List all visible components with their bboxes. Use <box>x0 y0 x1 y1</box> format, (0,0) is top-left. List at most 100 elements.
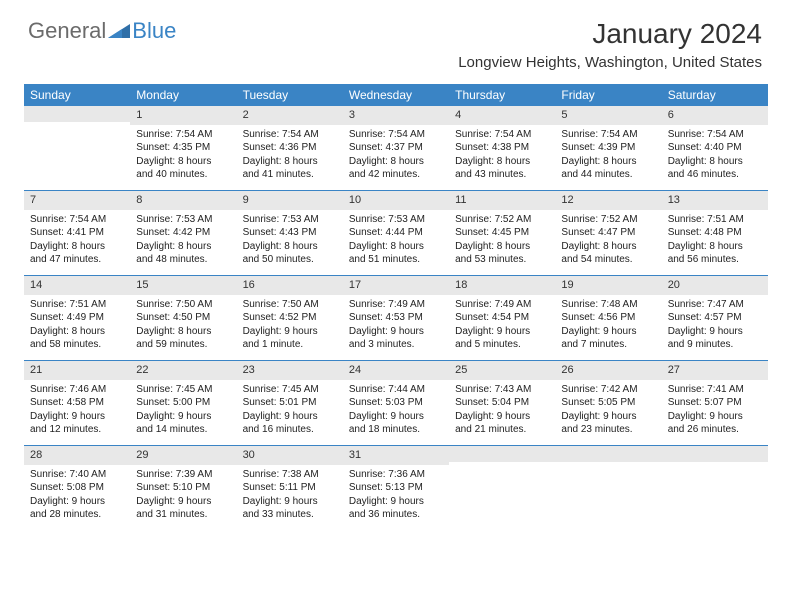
day-body: Sunrise: 7:53 AMSunset: 4:43 PMDaylight:… <box>237 210 343 273</box>
day-number: 3 <box>343 106 449 125</box>
sunrise-text: Sunrise: 7:36 AM <box>349 468 443 482</box>
daylight-text: Daylight: 8 hours and 47 minutes. <box>30 240 124 267</box>
day-body: Sunrise: 7:36 AMSunset: 5:13 PMDaylight:… <box>343 465 449 528</box>
sunset-text: Sunset: 4:42 PM <box>136 226 230 240</box>
day-number: 15 <box>130 276 236 295</box>
day-cell: 30Sunrise: 7:38 AMSunset: 5:11 PMDayligh… <box>237 446 343 530</box>
day-body: Sunrise: 7:54 AMSunset: 4:40 PMDaylight:… <box>662 125 768 188</box>
day-cell: 24Sunrise: 7:44 AMSunset: 5:03 PMDayligh… <box>343 361 449 445</box>
day-number: 29 <box>130 446 236 465</box>
day-body: Sunrise: 7:50 AMSunset: 4:50 PMDaylight:… <box>130 295 236 358</box>
day-cell: 14Sunrise: 7:51 AMSunset: 4:49 PMDayligh… <box>24 276 130 360</box>
day-cell: 1Sunrise: 7:54 AMSunset: 4:35 PMDaylight… <box>130 106 236 190</box>
day-cell: 4Sunrise: 7:54 AMSunset: 4:38 PMDaylight… <box>449 106 555 190</box>
day-cell <box>24 106 130 190</box>
daylight-text: Daylight: 9 hours and 9 minutes. <box>668 325 762 352</box>
sunrise-text: Sunrise: 7:47 AM <box>668 298 762 312</box>
daylight-text: Daylight: 8 hours and 42 minutes. <box>349 155 443 182</box>
day-cell: 9Sunrise: 7:53 AMSunset: 4:43 PMDaylight… <box>237 191 343 275</box>
daylight-text: Daylight: 9 hours and 5 minutes. <box>455 325 549 352</box>
day-body: Sunrise: 7:40 AMSunset: 5:08 PMDaylight:… <box>24 465 130 528</box>
sunrise-text: Sunrise: 7:54 AM <box>243 128 337 142</box>
daylight-text: Daylight: 9 hours and 36 minutes. <box>349 495 443 522</box>
sunrise-text: Sunrise: 7:50 AM <box>136 298 230 312</box>
day-body: Sunrise: 7:44 AMSunset: 5:03 PMDaylight:… <box>343 380 449 443</box>
brand-text-1: General <box>28 18 106 44</box>
daylight-text: Daylight: 8 hours and 56 minutes. <box>668 240 762 267</box>
sunset-text: Sunset: 5:10 PM <box>136 481 230 495</box>
sunset-text: Sunset: 4:54 PM <box>455 311 549 325</box>
day-body: Sunrise: 7:42 AMSunset: 5:05 PMDaylight:… <box>555 380 661 443</box>
sunrise-text: Sunrise: 7:43 AM <box>455 383 549 397</box>
day-cell: 29Sunrise: 7:39 AMSunset: 5:10 PMDayligh… <box>130 446 236 530</box>
sunrise-text: Sunrise: 7:54 AM <box>136 128 230 142</box>
sunrise-text: Sunrise: 7:39 AM <box>136 468 230 482</box>
sunrise-text: Sunrise: 7:49 AM <box>349 298 443 312</box>
sunrise-text: Sunrise: 7:41 AM <box>668 383 762 397</box>
day-body: Sunrise: 7:45 AMSunset: 5:00 PMDaylight:… <box>130 380 236 443</box>
sunset-text: Sunset: 4:53 PM <box>349 311 443 325</box>
sunrise-text: Sunrise: 7:53 AM <box>349 213 443 227</box>
day-cell: 17Sunrise: 7:49 AMSunset: 4:53 PMDayligh… <box>343 276 449 360</box>
day-cell: 31Sunrise: 7:36 AMSunset: 5:13 PMDayligh… <box>343 446 449 530</box>
sunset-text: Sunset: 4:49 PM <box>30 311 124 325</box>
day-number: 28 <box>24 446 130 465</box>
daylight-text: Daylight: 9 hours and 3 minutes. <box>349 325 443 352</box>
day-body: Sunrise: 7:49 AMSunset: 4:54 PMDaylight:… <box>449 295 555 358</box>
day-body: Sunrise: 7:38 AMSunset: 5:11 PMDaylight:… <box>237 465 343 528</box>
sunrise-text: Sunrise: 7:38 AM <box>243 468 337 482</box>
calendar-grid: SundayMondayTuesdayWednesdayThursdayFrid… <box>24 84 768 530</box>
daylight-text: Daylight: 9 hours and 28 minutes. <box>30 495 124 522</box>
sunrise-text: Sunrise: 7:40 AM <box>30 468 124 482</box>
daylight-text: Daylight: 9 hours and 23 minutes. <box>561 410 655 437</box>
sunrise-text: Sunrise: 7:50 AM <box>243 298 337 312</box>
day-body: Sunrise: 7:54 AMSunset: 4:39 PMDaylight:… <box>555 125 661 188</box>
day-body: Sunrise: 7:52 AMSunset: 4:45 PMDaylight:… <box>449 210 555 273</box>
daylight-text: Daylight: 8 hours and 48 minutes. <box>136 240 230 267</box>
day-number <box>555 446 661 462</box>
day-body: Sunrise: 7:45 AMSunset: 5:01 PMDaylight:… <box>237 380 343 443</box>
daylight-text: Daylight: 8 hours and 44 minutes. <box>561 155 655 182</box>
day-cell <box>555 446 661 530</box>
brand-triangle-icon <box>108 20 130 43</box>
daylight-text: Daylight: 8 hours and 58 minutes. <box>30 325 124 352</box>
day-body: Sunrise: 7:47 AMSunset: 4:57 PMDaylight:… <box>662 295 768 358</box>
day-number: 4 <box>449 106 555 125</box>
day-number: 31 <box>343 446 449 465</box>
day-cell <box>449 446 555 530</box>
sunrise-text: Sunrise: 7:54 AM <box>30 213 124 227</box>
weekday-header: Saturday <box>662 84 768 106</box>
sunrise-text: Sunrise: 7:46 AM <box>30 383 124 397</box>
day-number <box>449 446 555 462</box>
week-row: 1Sunrise: 7:54 AMSunset: 4:35 PMDaylight… <box>24 106 768 190</box>
sunset-text: Sunset: 5:08 PM <box>30 481 124 495</box>
day-cell: 13Sunrise: 7:51 AMSunset: 4:48 PMDayligh… <box>662 191 768 275</box>
day-number: 12 <box>555 191 661 210</box>
sunrise-text: Sunrise: 7:48 AM <box>561 298 655 312</box>
day-number: 16 <box>237 276 343 295</box>
day-cell: 10Sunrise: 7:53 AMSunset: 4:44 PMDayligh… <box>343 191 449 275</box>
day-number: 6 <box>662 106 768 125</box>
sunrise-text: Sunrise: 7:44 AM <box>349 383 443 397</box>
sunrise-text: Sunrise: 7:54 AM <box>349 128 443 142</box>
day-cell: 18Sunrise: 7:49 AMSunset: 4:54 PMDayligh… <box>449 276 555 360</box>
sunrise-text: Sunrise: 7:45 AM <box>243 383 337 397</box>
sunset-text: Sunset: 5:07 PM <box>668 396 762 410</box>
brand-logo: General Blue <box>28 18 176 44</box>
day-cell: 6Sunrise: 7:54 AMSunset: 4:40 PMDaylight… <box>662 106 768 190</box>
day-cell <box>662 446 768 530</box>
day-cell: 19Sunrise: 7:48 AMSunset: 4:56 PMDayligh… <box>555 276 661 360</box>
day-cell: 3Sunrise: 7:54 AMSunset: 4:37 PMDaylight… <box>343 106 449 190</box>
daylight-text: Daylight: 8 hours and 51 minutes. <box>349 240 443 267</box>
sunrise-text: Sunrise: 7:52 AM <box>455 213 549 227</box>
weekday-header: Tuesday <box>237 84 343 106</box>
header-right: January 2024 Longview Heights, Washingto… <box>458 18 762 71</box>
daylight-text: Daylight: 9 hours and 14 minutes. <box>136 410 230 437</box>
day-cell: 20Sunrise: 7:47 AMSunset: 4:57 PMDayligh… <box>662 276 768 360</box>
day-cell: 25Sunrise: 7:43 AMSunset: 5:04 PMDayligh… <box>449 361 555 445</box>
week-row: 28Sunrise: 7:40 AMSunset: 5:08 PMDayligh… <box>24 445 768 530</box>
sunset-text: Sunset: 4:36 PM <box>243 141 337 155</box>
sunrise-text: Sunrise: 7:54 AM <box>561 128 655 142</box>
day-number: 21 <box>24 361 130 380</box>
day-body: Sunrise: 7:48 AMSunset: 4:56 PMDaylight:… <box>555 295 661 358</box>
